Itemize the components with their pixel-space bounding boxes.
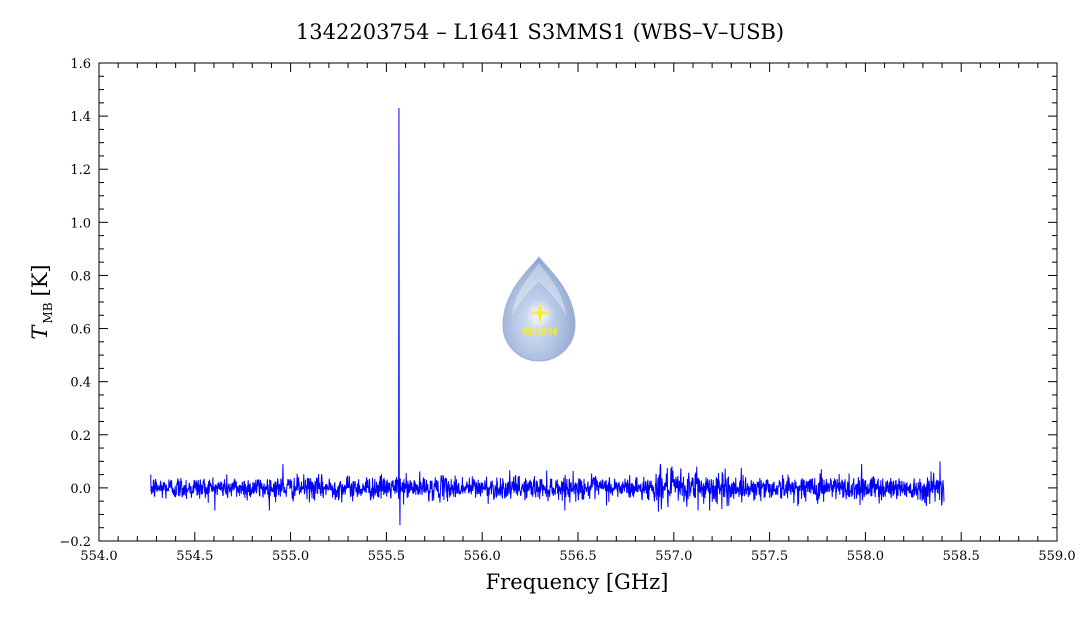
x-tick-label: 556.5 bbox=[559, 549, 596, 564]
x-tick-label: 554.5 bbox=[176, 549, 213, 564]
y-tick-label: 0.0 bbox=[70, 482, 91, 497]
y-axis-symbol: T bbox=[28, 324, 52, 340]
y-tick-label: 0.4 bbox=[70, 376, 91, 391]
x-tick-label: 555.5 bbox=[368, 549, 405, 564]
y-tick-label: 1.2 bbox=[70, 163, 91, 178]
axis-ticks bbox=[98, 62, 1058, 542]
x-tick-labels: 554.0 554.5 555.0 555.5 556.0 556.5 557.0 557.5… bbox=[80, 549, 1075, 564]
y-axis-unit: [K] bbox=[28, 264, 52, 296]
x-axis-title: Frequency [GHz] bbox=[486, 570, 669, 594]
x-tick-label: 558.0 bbox=[847, 549, 884, 564]
wish-star-icon bbox=[529, 302, 551, 324]
x-tick-label: 554.0 bbox=[80, 549, 117, 564]
x-tick-label: 557.0 bbox=[655, 549, 692, 564]
plot-frame bbox=[98, 62, 1058, 542]
y-tick-label: 0.8 bbox=[70, 269, 91, 284]
y-tick-label: 0.6 bbox=[70, 323, 91, 338]
wish-drop-highlight bbox=[512, 263, 566, 316]
wish-logo-text: WISH bbox=[521, 325, 558, 338]
y-tick-label: −0.2 bbox=[59, 535, 91, 550]
y-tick-label: 1.6 bbox=[70, 57, 91, 72]
svg-text:TMB[K]: TMB [K] bbox=[28, 264, 55, 339]
x-tick-label: 556.0 bbox=[464, 549, 501, 564]
x-tick-label: 557.5 bbox=[751, 549, 788, 564]
y-tick-label: 1.0 bbox=[70, 216, 91, 231]
chart-title: 1342203754 – L1641 S3MMS1 (WBS–V–USB) bbox=[296, 20, 784, 44]
spectrum-series-line bbox=[150, 108, 945, 526]
x-tick-label: 559.0 bbox=[1038, 549, 1075, 564]
x-tick-label: 555.0 bbox=[272, 549, 309, 564]
y-tick-label: 0.2 bbox=[70, 429, 91, 444]
y-axis-title: TMB [K] bbox=[28, 264, 55, 339]
series-layer bbox=[150, 108, 945, 526]
x-tick-label: 558.5 bbox=[943, 549, 980, 564]
y-axis-subscript: MB bbox=[41, 302, 55, 323]
y-tick-labels: −0.2 0.0 0.2 0.4 0.6 0.8 1.0 1.2 1.4 1.6 bbox=[59, 57, 91, 550]
y-tick-label: 1.4 bbox=[70, 110, 91, 125]
wish-logo: WISH bbox=[502, 256, 576, 362]
